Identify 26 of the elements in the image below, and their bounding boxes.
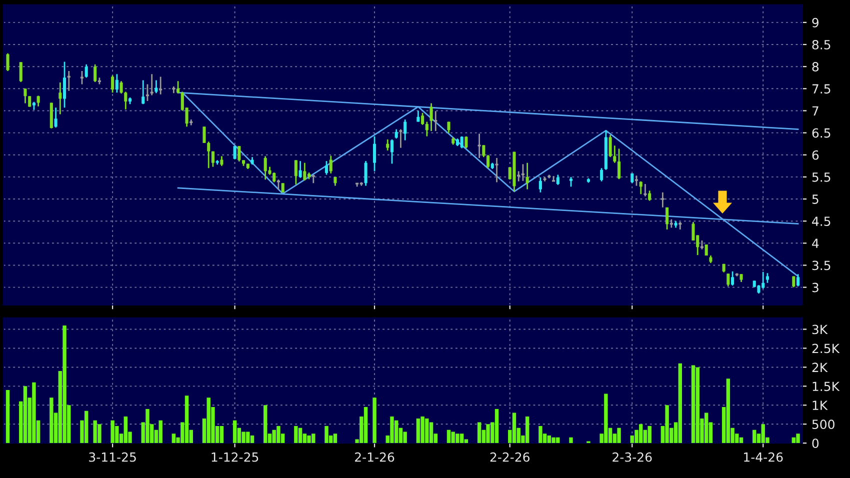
y-tick-label: 1.5K: [812, 382, 840, 392]
x-tick-label: 2-3-26: [612, 452, 652, 462]
y-tick-label: 500: [812, 420, 834, 430]
y-tick-label: 0: [812, 438, 819, 448]
y-tick-label: 2.5K: [812, 344, 840, 354]
y-tick-label: 5: [812, 194, 818, 204]
y-tick-label: 4.5: [812, 216, 830, 226]
y-tick-label: 7.5: [812, 84, 830, 94]
x-tick-label: 2-2-26: [490, 452, 530, 462]
y-tick-label: 3.5: [812, 260, 830, 270]
y-tick-label: 4: [812, 238, 819, 248]
y-tick-label: 9: [812, 18, 818, 28]
y-tick-label: 6: [812, 150, 819, 160]
y-tick-label: 2K: [812, 362, 828, 372]
y-tick-label: 3K: [812, 324, 828, 334]
y-tick-label: 3: [812, 282, 818, 292]
y-tick-label: 1K: [812, 400, 828, 410]
y-tick-label: 8.5: [812, 40, 830, 50]
y-tick-label: 5.5: [812, 172, 830, 182]
y-tick-label: 7: [812, 106, 818, 116]
x-tick-label: 1-4-26: [744, 452, 783, 462]
y-tick-label: 8: [812, 62, 819, 72]
x-tick-label: 3-11-25: [89, 452, 136, 462]
x-tick-label: 2-1-26: [355, 452, 394, 462]
x-tick-label: 1-12-25: [212, 452, 258, 462]
y-tick-label: 6.5: [812, 128, 830, 138]
